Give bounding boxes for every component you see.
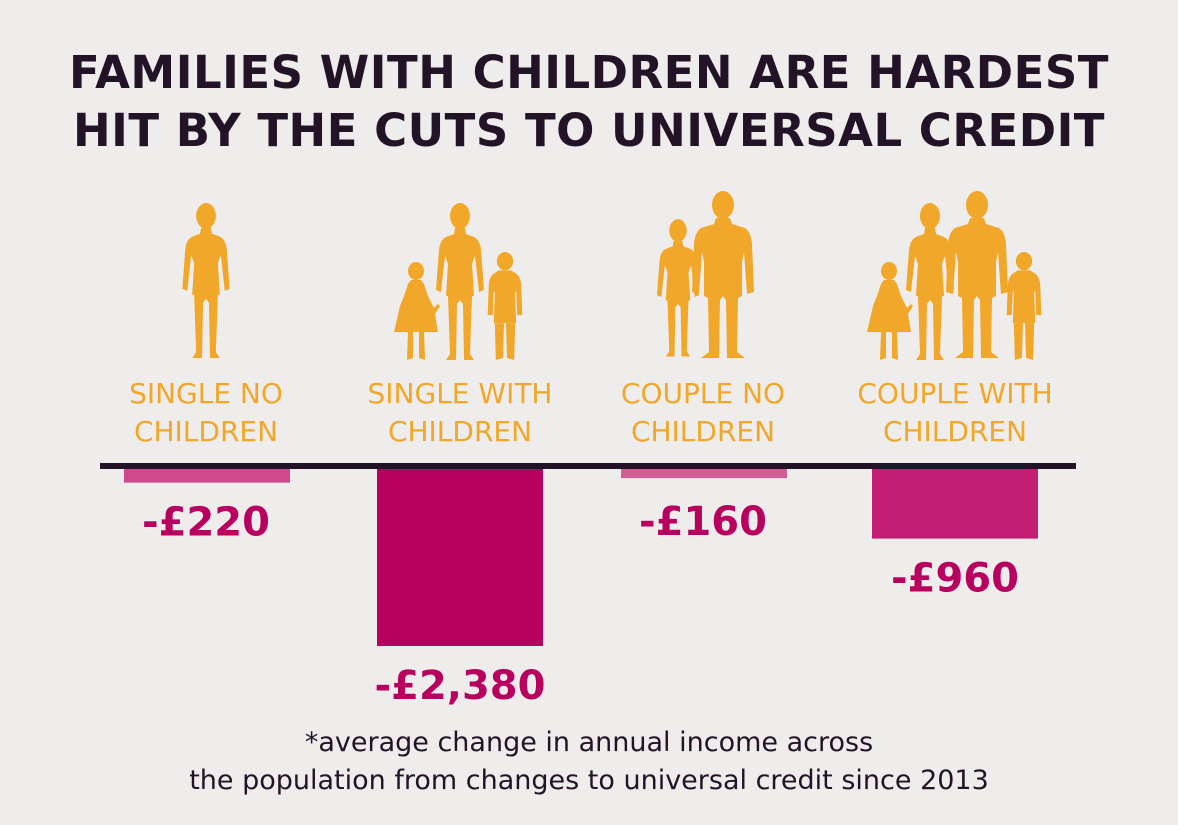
bar (124, 466, 290, 483)
adult-female-icon (906, 203, 954, 360)
figure-group (657, 191, 754, 358)
girl-child-icon (394, 262, 440, 360)
title-line-2: HIT BY THE CUTS TO UNIVERSAL CREDIT (72, 104, 1106, 157)
category-label: COUPLE NO CHILDREN (621, 377, 785, 448)
boy-child-icon (1006, 252, 1042, 360)
category-label: SINGLE NO CHILDREN (129, 377, 283, 448)
category-label-line: CHILDREN (883, 415, 1027, 448)
category-label-line: SINGLE WITH (368, 377, 553, 410)
bar (621, 466, 787, 479)
boy-child-icon (487, 252, 523, 360)
category-group: SINGLE NO CHILDREN -£220 (124, 203, 290, 546)
adult-male-icon (692, 191, 754, 358)
data-label: -£220 (142, 500, 270, 546)
category-label-line: CHILDREN (388, 415, 532, 448)
figure-group (182, 203, 230, 359)
bar (872, 466, 1038, 539)
zero-axis-line (100, 463, 1076, 469)
category-group: COUPLE NO CHILDREN -£160 (621, 191, 787, 545)
category-label-line: CHILDREN (134, 415, 278, 448)
title-line-1: FAMILIES WITH CHILDREN ARE HARDEST (69, 46, 1109, 99)
data-label: -£160 (639, 499, 767, 545)
category-label-line: SINGLE NO (129, 377, 283, 410)
figure-group (394, 203, 523, 360)
adult-female-icon (182, 203, 230, 359)
figure-group (867, 191, 1042, 360)
footnote-line-1: *average change in annual income across (304, 727, 874, 758)
girl-child-icon (867, 262, 913, 360)
category-group: COUPLE WITH CHILDREN -£960 (857, 191, 1053, 602)
category-label-line: CHILDREN (631, 415, 775, 448)
category-label-line: COUPLE WITH (857, 377, 1052, 410)
adult-male-icon (946, 191, 1008, 358)
footnote-line-2: the population from changes to universal… (189, 765, 989, 796)
category-label-line: COUPLE NO (621, 377, 785, 410)
category-label: COUPLE WITH CHILDREN (857, 377, 1052, 448)
data-label: -£2,380 (375, 663, 546, 709)
footnote: *average change in annual income across … (0, 724, 1178, 800)
adult-female-icon (436, 203, 484, 360)
category-label: SINGLE WITH CHILDREN (368, 377, 553, 448)
adult-female-icon (657, 219, 699, 357)
data-label: -£960 (891, 556, 1019, 602)
category-group: SINGLE WITH CHILDREN -£2,380 (368, 203, 553, 709)
chart-title: FAMILIES WITH CHILDREN ARE HARDEST HIT B… (0, 44, 1178, 160)
bar (377, 466, 543, 646)
